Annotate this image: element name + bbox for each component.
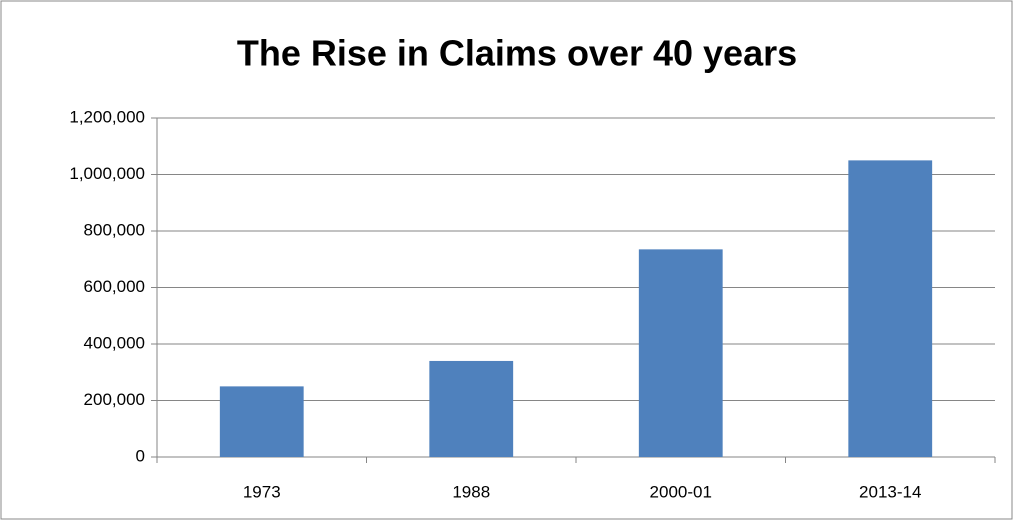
bar xyxy=(848,160,933,457)
x-tick-label: 2013-14 xyxy=(859,482,921,501)
y-tick-label: 200,000 xyxy=(84,390,145,409)
y-tick-label: 0 xyxy=(136,446,145,465)
x-tick-label: 1973 xyxy=(243,482,281,501)
x-tick-label: 1988 xyxy=(452,482,490,501)
bar xyxy=(429,360,514,457)
y-tick-label: 400,000 xyxy=(84,333,145,352)
bar xyxy=(219,386,304,457)
y-tick-label: 1,200,000 xyxy=(69,107,145,126)
x-tick-label: 2000-01 xyxy=(650,482,712,501)
y-tick-label: 1,000,000 xyxy=(69,164,145,183)
chart-title: The Rise in Claims over 40 years xyxy=(237,33,797,74)
bar xyxy=(638,249,723,457)
y-tick-label: 800,000 xyxy=(84,220,145,239)
y-tick-label: 600,000 xyxy=(84,277,145,296)
